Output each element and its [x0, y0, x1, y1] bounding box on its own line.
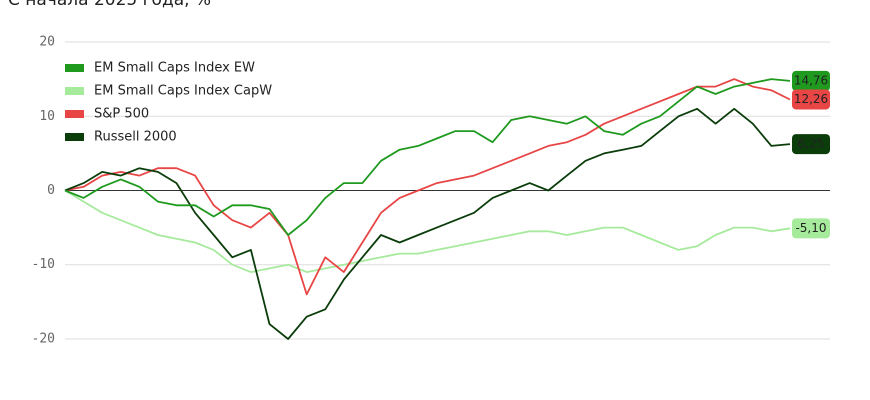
series-line [64, 107, 791, 340]
legend-swatch [65, 64, 84, 72]
y-tick-label: 0 [47, 183, 55, 198]
end-label: 14,76 [794, 73, 828, 87]
end-label: 6,25 [798, 137, 825, 151]
end-label: 12,26 [794, 92, 828, 106]
end-label-box [792, 218, 830, 239]
end-label-box [792, 70, 830, 91]
end-label-box [792, 134, 830, 155]
series-line [64, 189, 791, 273]
y-tick-label: -10 [32, 257, 55, 272]
legend-label: Russell 2000 [94, 130, 177, 145]
legend-swatch [65, 110, 84, 118]
legend-label: S&P 500 [94, 107, 149, 122]
y-tick-label: 20 [39, 35, 55, 50]
y-tick-label: 10 [39, 109, 55, 124]
legend-label: EM Small Caps Index EW [94, 61, 255, 76]
chart-title: С начала 2025 года, % [8, 0, 211, 10]
legend-label: EM Small Caps Index CapW [94, 84, 272, 99]
y-tick-label: -20 [32, 331, 55, 346]
series-line [64, 78, 791, 296]
end-label: -5,10 [795, 221, 826, 235]
legend-swatch [65, 133, 84, 141]
series-line [64, 78, 791, 236]
legend-swatch [65, 87, 84, 95]
end-label-box [792, 89, 830, 110]
